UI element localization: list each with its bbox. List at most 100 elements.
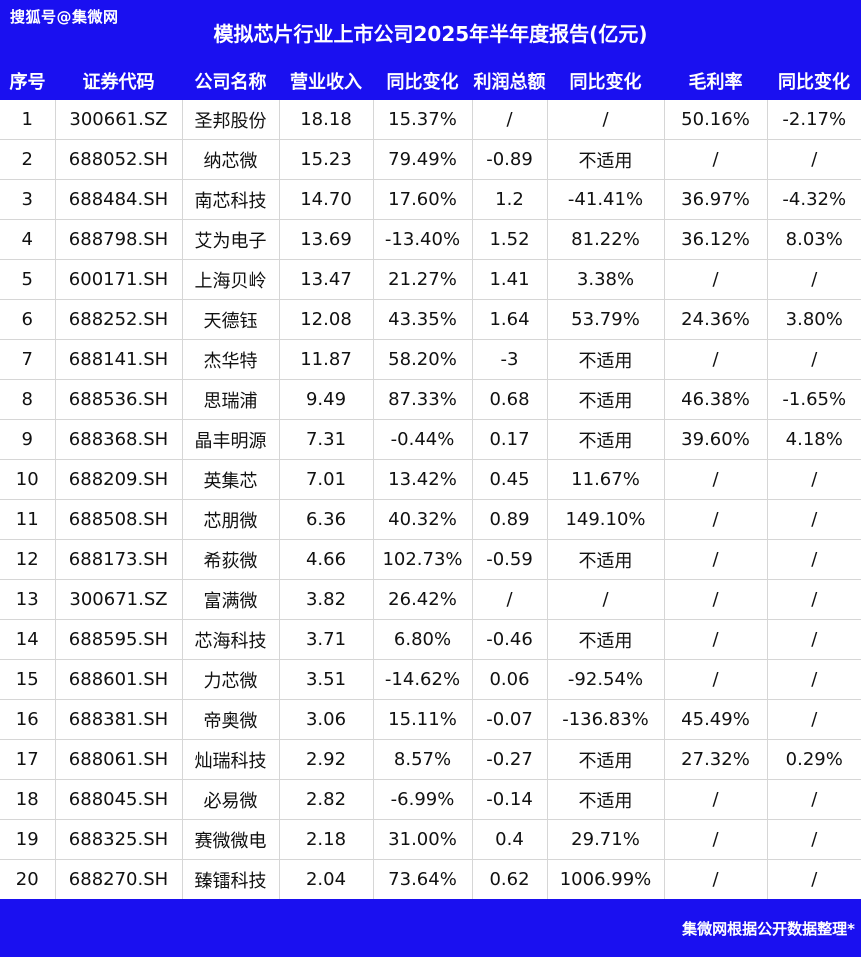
cell-index: 11 — [0, 499, 56, 540]
cell-company-name: 希荻微 — [181, 539, 280, 580]
cell-revenue: 9.49 — [278, 379, 374, 420]
table-row: 8 688536.SH 思瑞浦 9.49 87.33% 0.68 不适用 46.38% -1.6… — [0, 379, 861, 420]
table-row: 12 688173.SH 希荻微 4.66 102.73% -0.59 不适用 / / — [0, 539, 861, 580]
cell-gross-margin: / — [663, 139, 768, 180]
table-row: 19 688325.SH 赛微微电 2.18 31.00% 0.4 29.71% / / — [0, 819, 861, 860]
cell-revenue: 15.23 — [278, 139, 374, 180]
table-row: 15 688601.SH 力芯微 3.51 -14.62% 0.06 -92.54% / / — [0, 659, 861, 700]
cell-margin-yoy: -4.32% — [766, 179, 861, 220]
cell-margin-yoy: / — [766, 499, 861, 540]
cell-stock-code: 688325.SH — [54, 819, 183, 860]
cell-margin-yoy: / — [766, 699, 861, 740]
cell-revenue: 2.82 — [278, 779, 374, 820]
cell-stock-code: 600171.SH — [54, 259, 183, 300]
cell-index: 12 — [0, 539, 56, 580]
cell-index: 10 — [0, 459, 56, 500]
cell-gross-margin: / — [663, 339, 768, 380]
cell-profit-yoy: / — [546, 579, 665, 620]
cell-total-profit: -0.89 — [471, 139, 548, 180]
table-row: 5 600171.SH 上海贝岭 13.47 21.27% 1.41 3.38% / / — [0, 259, 861, 300]
cell-gross-margin: 36.12% — [663, 219, 768, 260]
cell-company-name: 帝奥微 — [181, 699, 280, 740]
cell-stock-code: 688368.SH — [54, 419, 183, 460]
cell-revenue: 7.31 — [278, 419, 374, 460]
cell-revenue-yoy: 15.11% — [372, 699, 473, 740]
report-footer: 集微网根据公开数据整理* — [0, 899, 861, 957]
cell-total-profit: 0.68 — [471, 379, 548, 420]
cell-index: 14 — [0, 619, 56, 660]
cell-profit-yoy: 不适用 — [546, 619, 665, 660]
table-row: 4 688798.SH 艾为电子 13.69 -13.40% 1.52 81.22% 36.1… — [0, 219, 861, 260]
cell-total-profit: 1.41 — [471, 259, 548, 300]
cell-revenue: 4.66 — [278, 539, 374, 580]
cell-revenue-yoy: 102.73% — [372, 539, 473, 580]
cell-gross-margin: 45.49% — [663, 699, 768, 740]
cell-margin-yoy: -1.65% — [766, 379, 861, 420]
cell-revenue: 18.18 — [278, 100, 374, 140]
source-watermark: 搜狐号@集微网 — [10, 8, 119, 26]
cell-profit-yoy: 不适用 — [546, 339, 665, 380]
cell-revenue: 7.01 — [278, 459, 374, 500]
cell-revenue-yoy: 15.37% — [372, 100, 473, 140]
cell-margin-yoy: / — [766, 819, 861, 860]
cell-profit-yoy: 不适用 — [546, 419, 665, 460]
cell-company-name: 纳芯微 — [181, 139, 280, 180]
cell-company-name: 天德钰 — [181, 299, 280, 340]
cell-company-name: 芯朋微 — [181, 499, 280, 540]
financial-table: 序号 证券代码 公司名称 营业收入 同比变化 利润总额 同比变化 毛利率 同比变… — [0, 61, 861, 900]
cell-revenue-yoy: 79.49% — [372, 139, 473, 180]
cell-profit-yoy: 不适用 — [546, 139, 665, 180]
table-row: 6 688252.SH 天德钰 12.08 43.35% 1.64 53.79% 24.36%… — [0, 299, 861, 340]
cell-gross-margin: / — [663, 259, 768, 300]
cell-stock-code: 688270.SH — [54, 859, 183, 900]
cell-revenue-yoy: 26.42% — [372, 579, 473, 620]
cell-index: 4 — [0, 219, 56, 260]
cell-stock-code: 688381.SH — [54, 699, 183, 740]
cell-index: 16 — [0, 699, 56, 740]
column-header-revenue-yoy: 同比变化 — [373, 61, 472, 100]
cell-total-profit: -3 — [471, 339, 548, 380]
cell-margin-yoy: / — [766, 579, 861, 620]
cell-company-name: 赛微微电 — [181, 819, 280, 860]
cell-revenue: 6.36 — [278, 499, 374, 540]
cell-total-profit: 0.89 — [471, 499, 548, 540]
cell-company-name: 南芯科技 — [181, 179, 280, 220]
cell-stock-code: 688595.SH — [54, 619, 183, 660]
cell-company-name: 英集芯 — [181, 459, 280, 500]
cell-revenue: 12.08 — [278, 299, 374, 340]
cell-stock-code: 688798.SH — [54, 219, 183, 260]
cell-gross-margin: 46.38% — [663, 379, 768, 420]
cell-total-profit: 0.17 — [471, 419, 548, 460]
cell-profit-yoy: 29.71% — [546, 819, 665, 860]
cell-total-profit: 0.45 — [471, 459, 548, 500]
cell-stock-code: 688052.SH — [54, 139, 183, 180]
cell-revenue-yoy: 17.60% — [372, 179, 473, 220]
table-row: 20 688270.SH 臻镭科技 2.04 73.64% 0.62 1006.99% / / — [0, 859, 861, 900]
cell-index: 2 — [0, 139, 56, 180]
cell-total-profit: 0.06 — [471, 659, 548, 700]
cell-margin-yoy: / — [766, 459, 861, 500]
cell-index: 3 — [0, 179, 56, 220]
cell-profit-yoy: 不适用 — [546, 379, 665, 420]
cell-gross-margin: 27.32% — [663, 739, 768, 780]
table-row: 16 688381.SH 帝奥微 3.06 15.11% -0.07 -136.83% 45.… — [0, 699, 861, 740]
table-header-row: 序号 证券代码 公司名称 营业收入 同比变化 利润总额 同比变化 毛利率 同比变… — [0, 61, 861, 100]
cell-stock-code: 688173.SH — [54, 539, 183, 580]
cell-margin-yoy: / — [766, 339, 861, 380]
cell-revenue: 2.04 — [278, 859, 374, 900]
column-header-revenue: 营业收入 — [279, 61, 373, 100]
cell-index: 18 — [0, 779, 56, 820]
cell-revenue-yoy: 43.35% — [372, 299, 473, 340]
cell-total-profit: / — [471, 579, 548, 620]
cell-revenue-yoy: 13.42% — [372, 459, 473, 500]
table-row: 7 688141.SH 杰华特 11.87 58.20% -3 不适用 / / — [0, 339, 861, 380]
cell-total-profit: / — [471, 100, 548, 140]
cell-company-name: 力芯微 — [181, 659, 280, 700]
table-row: 2 688052.SH 纳芯微 15.23 79.49% -0.89 不适用 / / — [0, 139, 861, 180]
cell-total-profit: -0.14 — [471, 779, 548, 820]
cell-company-name: 思瑞浦 — [181, 379, 280, 420]
cell-margin-yoy: 3.80% — [766, 299, 861, 340]
cell-profit-yoy: 149.10% — [546, 499, 665, 540]
cell-index: 6 — [0, 299, 56, 340]
cell-index: 7 — [0, 339, 56, 380]
